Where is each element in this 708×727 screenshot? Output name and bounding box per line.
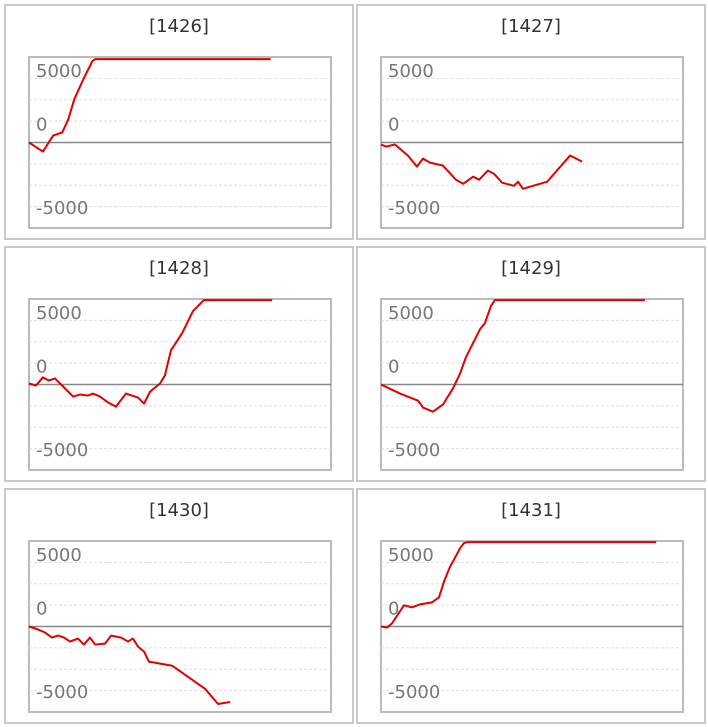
- panel-border: [356, 4, 706, 240]
- panel-border: [356, 246, 706, 482]
- chart-panel: [1426] -5000 0 5000: [4, 4, 354, 240]
- chart-panel: [1428] -5000 0 5000: [4, 246, 354, 482]
- y-tick-label: 0: [36, 357, 47, 378]
- panel-border: [4, 488, 354, 724]
- y-tick-label: 5000: [388, 545, 434, 566]
- y-tick-label: 0: [388, 115, 399, 136]
- y-tick-label: -5000: [36, 682, 88, 703]
- line: [380, 541, 657, 629]
- line: [380, 299, 645, 413]
- y-tick-label: 0: [36, 115, 47, 136]
- y-tick-label: 0: [388, 599, 399, 620]
- chart-title: [1431]: [501, 500, 561, 521]
- panel-border: [4, 4, 354, 240]
- line: [28, 58, 271, 153]
- panel-border: [4, 246, 354, 482]
- y-tick-label: -5000: [36, 198, 88, 219]
- chart-panel: [1427] -5000 0 5000: [356, 4, 706, 240]
- chart-title: [1430]: [149, 500, 209, 521]
- y-tick-label: 5000: [388, 61, 434, 82]
- y-tick-label: 5000: [388, 303, 434, 324]
- y-tick-label: 5000: [36, 303, 82, 324]
- y-tick-label: -5000: [36, 440, 88, 461]
- y-tick-label: -5000: [388, 682, 440, 703]
- line: [28, 625, 231, 705]
- chart-title: [1429]: [501, 258, 561, 279]
- line: [380, 143, 583, 190]
- y-tick-label: 5000: [36, 61, 82, 82]
- chart-title: [1426]: [149, 16, 209, 37]
- y-tick-label: -5000: [388, 198, 440, 219]
- chart-panel: [1430] -5000 0 5000: [4, 488, 354, 724]
- y-tick-label: 0: [388, 357, 399, 378]
- y-tick-label: -5000: [388, 440, 440, 461]
- y-tick-label: 0: [36, 599, 47, 620]
- chart-panel: [1431] -5000 0 5000: [356, 488, 706, 724]
- line: [28, 299, 273, 408]
- chart-title: [1427]: [501, 16, 561, 37]
- chart-title: [1428]: [149, 258, 209, 279]
- chart-panel: [1429] -5000 0 5000: [356, 246, 706, 482]
- y-tick-label: 5000: [36, 545, 82, 566]
